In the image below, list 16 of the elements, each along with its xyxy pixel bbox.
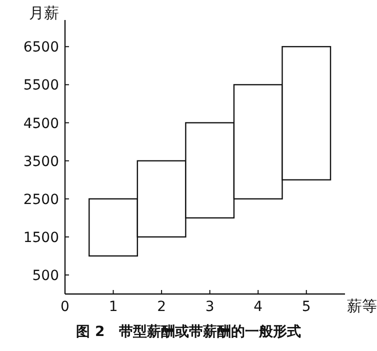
y-tick-label: 2500 [23, 192, 59, 208]
xlabel: 薪等 [347, 297, 377, 315]
y-tick-label: 1500 [23, 230, 59, 246]
ylabel: 月薪 [29, 4, 59, 22]
x-tick-label: 2 [157, 299, 166, 315]
x-tick-label: 3 [205, 299, 214, 315]
y-tick-label: 5500 [23, 78, 59, 94]
y-tick-label: 500 [32, 268, 59, 284]
title: 图 2 带型薪酬或带薪酬的一般形式 [76, 324, 301, 340]
y-tick-label: 4500 [23, 116, 59, 132]
y-tick-label: 6500 [23, 40, 59, 56]
x-tick-label: 1 [108, 299, 118, 315]
x-tick-label: 0 [60, 299, 70, 315]
x-tick-label: 5 [302, 299, 311, 315]
x-tick-label: 4 [254, 299, 263, 315]
y-tick-label: 3500 [23, 154, 59, 170]
